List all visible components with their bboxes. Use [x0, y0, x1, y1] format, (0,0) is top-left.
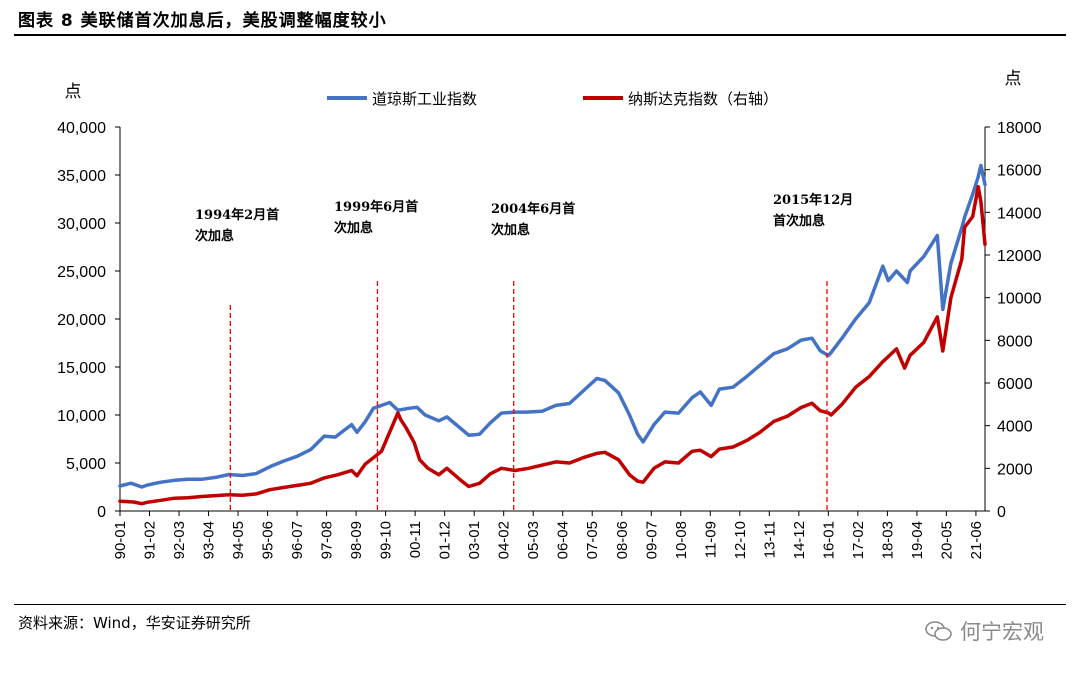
legend-label: 道琼斯工业指数 [372, 90, 477, 108]
x-tick-label: 95-06 [260, 521, 277, 559]
chart-annotations: 1994年2月首次加息1999年6月首次加息2004年6月首次加息2015年12… [195, 192, 853, 511]
x-tick-label: 05-03 [525, 521, 542, 559]
chart-title: 图表 8 美联储首次加息后，美股调整幅度较小 [18, 11, 387, 31]
x-tick-label: 03-01 [466, 521, 483, 559]
x-tick-label: 00-11 [407, 521, 424, 558]
rate-hike-label: 2015年12月 [773, 192, 853, 208]
dow-jones-line [118, 163, 987, 489]
y-tick-label-right: 6000 [997, 376, 1033, 393]
source-note: 资料来源：Wind，华安证券研究所 [18, 614, 251, 632]
y-tick-label-right: 16000 [997, 163, 1042, 180]
x-tick-label: 13-11 [761, 521, 778, 558]
rate-hike-label: 首次加息 [773, 213, 825, 229]
x-tick-label: 96-07 [289, 521, 306, 559]
y-tick-label-right: 18000 [997, 120, 1042, 137]
y-tick-label-right: 0 [997, 504, 1006, 521]
x-tick-label: 90-01 [112, 521, 129, 559]
y-tick-label-left: 5,000 [66, 456, 106, 473]
x-tick-label: 98-09 [348, 521, 365, 559]
watermark: 何宁宏观 [924, 616, 1044, 646]
chart-series [118, 163, 987, 506]
nasdaq-line [118, 184, 987, 506]
y-tick-label-right: 8000 [997, 333, 1033, 350]
y-tick-label-right: 12000 [997, 248, 1042, 265]
x-tick-label: 20-05 [938, 521, 955, 559]
x-tick-label: 04-02 [496, 521, 513, 559]
rate-hike-label: 2004年6月首 [491, 201, 575, 217]
bottom-rule [14, 604, 1066, 605]
y-tick-label-right: 10000 [997, 291, 1042, 308]
x-tick-label: 18-03 [879, 521, 896, 559]
rate-hike-label: 1994年2月首 [195, 207, 279, 223]
y-unit-right: 点 [1005, 69, 1022, 89]
x-tick-label: 01-12 [437, 521, 454, 559]
y-tick-label-left: 25,000 [57, 264, 106, 281]
x-tick-label: 09-07 [643, 521, 660, 559]
chart-axes: 0 5,000 10,000 15,000 20,000 25,000 30,000 35,0… [57, 69, 1042, 559]
y-tick-label-right: 2000 [997, 461, 1033, 478]
y-tick-label-left: 30,000 [57, 216, 106, 233]
rate-hike-label: 次加息 [195, 228, 234, 244]
y-tick-label-left: 10,000 [57, 408, 106, 425]
y-tick-label-right: 14000 [997, 205, 1042, 222]
y-unit-left: 点 [65, 82, 82, 102]
x-tick-label: 11-09 [702, 521, 719, 558]
top-rule [14, 34, 1066, 36]
rate-hike-label: 次加息 [334, 220, 373, 236]
chart: 0 5,000 10,000 15,000 20,000 25,000 30,000 35,0… [57, 69, 1042, 559]
x-tick-label: 14-12 [791, 521, 808, 559]
x-tick-label: 94-05 [230, 521, 247, 559]
x-tick-label: 08-06 [614, 521, 631, 559]
rate-hike-label: 次加息 [491, 222, 530, 238]
chart-legend: 道琼斯工业指数 纳斯达克指数（右轴） [327, 90, 778, 108]
x-tick-label: 97-08 [319, 521, 336, 559]
y-tick-label-left: 20,000 [57, 312, 106, 329]
x-tick-label: 16-01 [820, 521, 837, 559]
legend-label: 纳斯达克指数（右轴） [628, 90, 778, 108]
x-tick-label: 91-02 [142, 521, 159, 559]
x-tick-label: 17-02 [850, 521, 867, 559]
wechat-icon [925, 621, 952, 641]
x-tick-label: 21-06 [968, 521, 985, 559]
y-tick-label-left: 0 [97, 504, 106, 521]
y-tick-label-left: 35,000 [57, 168, 106, 185]
y-tick-label-left: 15,000 [57, 360, 106, 377]
x-tick-label: 93-04 [201, 521, 218, 559]
rate-hike-label: 1999年6月首 [334, 199, 418, 215]
x-tick-label: 12-10 [732, 521, 749, 559]
x-tick-label: 19-04 [909, 521, 926, 559]
x-tick-label: 07-05 [584, 521, 601, 559]
x-tick-label: 92-03 [171, 521, 188, 559]
y-tick-label-right: 4000 [997, 419, 1033, 436]
x-tick-label: 99-10 [378, 521, 395, 559]
x-tick-label: 10-08 [673, 521, 690, 559]
y-tick-label-left: 40,000 [57, 120, 106, 137]
watermark-text: 何宁宏观 [960, 620, 1044, 644]
x-tick-label: 06-04 [555, 521, 572, 559]
